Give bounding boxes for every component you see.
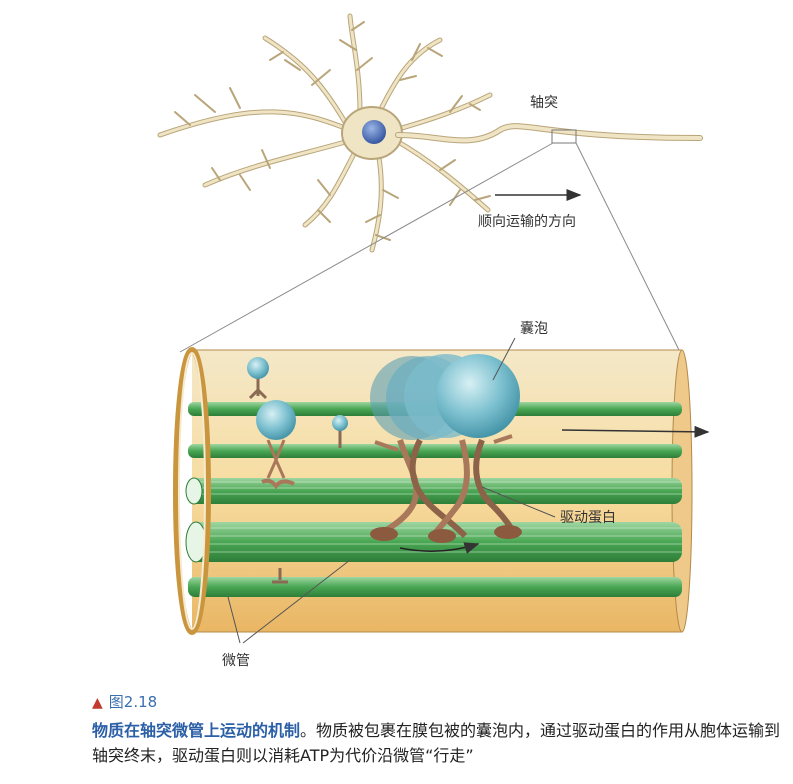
medium-vesicle [256, 400, 296, 490]
motor-label: 驱动蛋白 [560, 510, 616, 526]
vesicle [436, 354, 520, 438]
large-vesicle-group [370, 354, 522, 554]
dendrites-inner [158, 14, 492, 252]
figure-number: ▲ 图2.18 [92, 691, 157, 712]
axon-label: 轴突 [530, 95, 558, 111]
zoom-line-left [179, 142, 554, 353]
triangle-icon: ▲ [92, 695, 103, 711]
microtubule-leader [242, 559, 351, 644]
dendrite-branches [174, 21, 491, 241]
transport-arrow [561, 425, 710, 438]
caption-title: 物质在轴突微管上运动的机制 [92, 721, 301, 740]
direction-label: 顺向运输的方向 [478, 214, 576, 230]
zoom-line-right [575, 142, 681, 353]
kinesin-leg [378, 439, 420, 537]
motor-leader [481, 486, 556, 518]
microtubule-label: 微管 [222, 653, 250, 669]
kinesin-leg [409, 438, 468, 539]
figure-number-text: 图2.18 [108, 693, 158, 711]
microtubule-leader [227, 596, 241, 644]
small-vesicle [247, 357, 269, 400]
caption-title-end: 。 [300, 721, 317, 740]
small-vesicle [332, 415, 348, 448]
axon-segment-cylinder [173, 347, 710, 635]
microtubule [190, 478, 682, 504]
cylinder-opening [173, 347, 211, 635]
microtubule [188, 444, 682, 458]
kinesin-leg [429, 439, 470, 539]
axon-zoom-box [551, 129, 577, 144]
microtubule [188, 577, 682, 597]
neuron-axonal-transport-diagram [157, 13, 710, 644]
dendrites [157, 13, 493, 253]
vesicle-leader [492, 337, 516, 381]
tiny-motor [272, 568, 288, 584]
neuron [157, 13, 703, 253]
figure-caption: 物质在轴突微管上运动的机制。物质被包裹在膜包被的囊泡内，通过驱动蛋白的作用从胞体… [92, 718, 782, 768]
caption-body: 物质被包裹在膜包被的囊泡内，通过驱动蛋白的作用从胞体运输到轴突终末，驱动蛋白则以… [92, 721, 781, 765]
nucleus [362, 120, 386, 144]
microtubules [185, 402, 682, 597]
vesicle-label: 囊泡 [520, 321, 548, 337]
